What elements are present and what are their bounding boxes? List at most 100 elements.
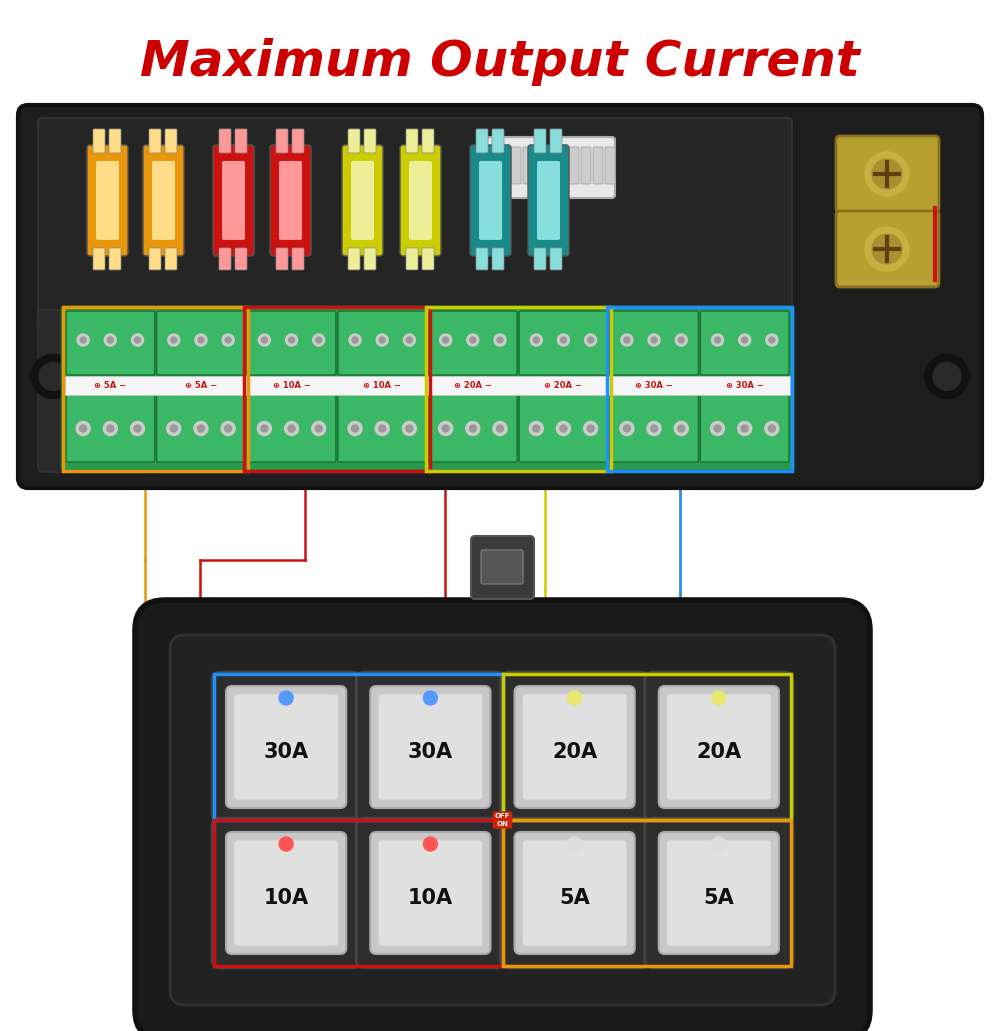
FancyBboxPatch shape [370,686,490,808]
Circle shape [406,337,412,343]
Circle shape [469,425,476,432]
Circle shape [194,422,208,435]
Text: ⊕ 5A −: ⊕ 5A − [185,381,217,391]
Circle shape [585,334,597,346]
Circle shape [533,425,540,432]
FancyBboxPatch shape [213,145,254,256]
Circle shape [865,227,909,271]
Circle shape [494,334,506,346]
Circle shape [170,425,177,432]
Circle shape [348,422,362,435]
Circle shape [678,425,685,432]
Circle shape [584,422,598,435]
Circle shape [439,334,451,346]
FancyBboxPatch shape [515,686,635,808]
Circle shape [80,425,87,432]
FancyBboxPatch shape [836,136,939,212]
FancyBboxPatch shape [528,145,569,256]
Circle shape [933,362,961,391]
Bar [214,820,503,966]
FancyBboxPatch shape [557,137,615,198]
FancyBboxPatch shape [481,550,523,584]
Circle shape [530,422,544,435]
Circle shape [77,334,89,346]
FancyBboxPatch shape [156,395,245,462]
Circle shape [107,425,114,432]
FancyBboxPatch shape [511,147,521,184]
FancyBboxPatch shape [212,818,360,968]
FancyBboxPatch shape [247,395,336,462]
Circle shape [376,334,388,346]
FancyBboxPatch shape [667,694,771,800]
Text: ⊕ 30A −: ⊕ 30A − [726,381,764,391]
Text: 20A: 20A [553,742,598,762]
FancyBboxPatch shape [96,161,119,240]
FancyBboxPatch shape [378,840,482,946]
FancyBboxPatch shape [279,161,302,240]
Circle shape [621,334,633,346]
Circle shape [534,337,540,343]
FancyBboxPatch shape [348,129,360,153]
FancyBboxPatch shape [66,311,154,375]
Circle shape [284,422,298,435]
Circle shape [715,337,721,343]
FancyBboxPatch shape [338,311,426,375]
FancyBboxPatch shape [212,672,360,822]
FancyBboxPatch shape [219,247,231,270]
Circle shape [131,334,143,346]
Circle shape [568,691,582,705]
Circle shape [769,425,776,432]
Circle shape [739,334,751,346]
FancyBboxPatch shape [292,247,304,270]
Bar [244,307,429,471]
FancyBboxPatch shape [135,600,870,1031]
Circle shape [403,334,415,346]
Circle shape [103,422,117,435]
Text: ⊕ 10A −: ⊕ 10A − [363,381,401,391]
Circle shape [405,425,412,432]
Text: Maximum Output Current: Maximum Output Current [140,38,860,86]
Circle shape [168,334,180,346]
FancyBboxPatch shape [109,247,121,270]
Circle shape [442,425,449,432]
Circle shape [769,337,775,343]
FancyBboxPatch shape [356,818,505,968]
FancyBboxPatch shape [537,161,560,240]
FancyBboxPatch shape [492,129,504,153]
Circle shape [531,334,543,346]
Circle shape [872,234,902,264]
Circle shape [224,425,231,432]
Bar [65,376,790,395]
FancyBboxPatch shape [18,105,982,488]
FancyBboxPatch shape [348,247,360,270]
Circle shape [402,422,416,435]
Circle shape [493,422,507,435]
FancyBboxPatch shape [93,247,105,270]
Circle shape [222,334,234,346]
FancyBboxPatch shape [247,311,336,375]
FancyBboxPatch shape [38,309,792,472]
FancyBboxPatch shape [109,129,121,153]
Circle shape [423,837,437,851]
FancyBboxPatch shape [276,247,288,270]
Circle shape [561,337,567,343]
FancyBboxPatch shape [836,211,939,287]
FancyBboxPatch shape [165,129,177,153]
FancyBboxPatch shape [342,145,383,256]
Bar [214,674,503,820]
Circle shape [712,691,726,705]
FancyBboxPatch shape [364,247,376,270]
Circle shape [312,334,324,346]
FancyBboxPatch shape [610,311,699,375]
FancyBboxPatch shape [470,145,511,256]
Text: 10A: 10A [263,888,308,908]
Circle shape [568,837,582,851]
FancyBboxPatch shape [476,247,488,270]
Circle shape [285,334,297,346]
FancyBboxPatch shape [492,247,504,270]
Circle shape [379,337,385,343]
Text: 30A: 30A [407,742,452,762]
FancyBboxPatch shape [534,129,546,153]
Circle shape [257,422,271,435]
FancyBboxPatch shape [170,635,835,1005]
